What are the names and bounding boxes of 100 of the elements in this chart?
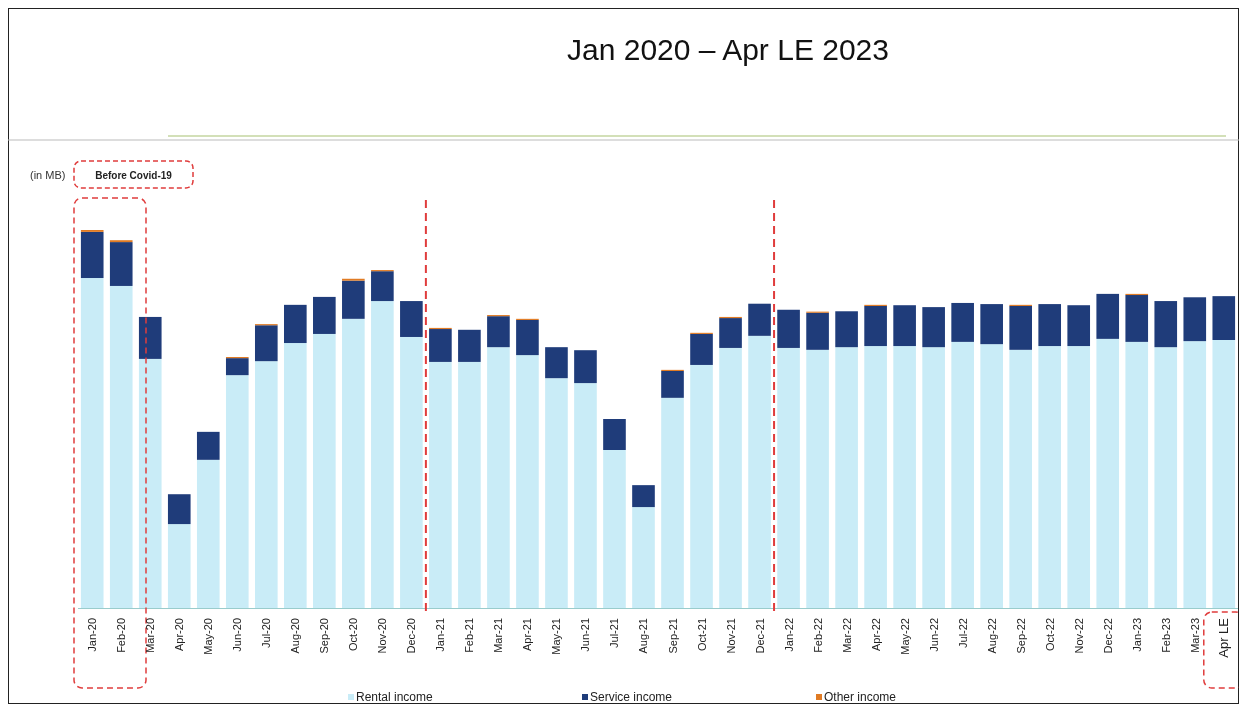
x-tick-label: Mar-21 xyxy=(492,618,505,653)
x-tick-label: Oct-20 xyxy=(347,618,360,652)
x-tick-label: Dec-20 xyxy=(405,618,418,654)
bar xyxy=(487,347,510,608)
bar xyxy=(777,309,800,348)
bar xyxy=(284,304,307,344)
bar xyxy=(545,378,568,608)
bar xyxy=(574,350,597,384)
x-tick-label: Feb-22 xyxy=(811,618,824,653)
x-tick-label: Nov-20 xyxy=(376,618,389,654)
bar xyxy=(225,375,249,608)
x-tick-label: Feb-20 xyxy=(115,618,128,653)
bar xyxy=(893,305,916,347)
bar xyxy=(80,278,104,608)
legend-label: Rental income xyxy=(356,690,434,704)
bar xyxy=(690,364,713,608)
bar xyxy=(429,361,452,608)
x-tick-label: Aug-21 xyxy=(637,618,650,654)
text: (in MB) xyxy=(30,169,66,181)
x-tick-label: May-22 xyxy=(898,618,911,655)
bar xyxy=(458,361,481,608)
bar xyxy=(632,485,655,508)
text: Before Covid-19 xyxy=(95,170,173,181)
x-tick-label: Feb-21 xyxy=(463,618,476,653)
bar xyxy=(777,347,800,608)
x-tick-label: Mar-20 xyxy=(144,618,157,653)
bar xyxy=(603,450,626,608)
x-tick-label: Jun-21 xyxy=(579,618,592,652)
chart-title: Jan 2020 – Apr LE 2023 xyxy=(567,33,889,66)
x-tick-label: Dec-22 xyxy=(1101,618,1114,654)
bar xyxy=(138,358,162,608)
bar xyxy=(313,333,336,608)
bar xyxy=(748,303,771,336)
bar xyxy=(254,361,278,608)
bar xyxy=(284,343,307,608)
bar xyxy=(835,311,858,348)
bar xyxy=(516,319,539,356)
x-tick-label: Jan-23 xyxy=(1130,618,1143,652)
bar xyxy=(313,296,336,334)
bar xyxy=(632,507,655,608)
x-tick-label: Apr LE xyxy=(1215,617,1231,658)
bar xyxy=(458,329,481,362)
bar xyxy=(196,459,220,608)
bar xyxy=(574,383,597,608)
bar xyxy=(1125,295,1149,342)
bar xyxy=(109,285,133,608)
x-tick-label: Apr-22 xyxy=(869,618,882,652)
x-tick-label: Jul-20 xyxy=(260,618,273,648)
bar xyxy=(516,355,539,608)
bar xyxy=(1154,347,1178,608)
x-tick-label: May-21 xyxy=(550,618,563,655)
x-tick-label: Jun-20 xyxy=(231,618,244,652)
x-tick-label: Mar-22 xyxy=(840,618,853,653)
bar xyxy=(690,333,713,365)
bar xyxy=(1038,304,1062,347)
bar xyxy=(1067,305,1091,347)
bar xyxy=(603,419,626,450)
x-tick-label: Feb-23 xyxy=(1159,618,1172,653)
bar xyxy=(1067,346,1091,608)
bar xyxy=(400,301,423,337)
bar xyxy=(1125,341,1149,608)
x-tick-label: Jan-21 xyxy=(434,618,447,652)
bar xyxy=(80,231,104,279)
bar xyxy=(1154,301,1178,348)
x-tick-label: Nov-21 xyxy=(724,618,737,654)
x-tick-label: Jun-22 xyxy=(927,618,940,652)
bar xyxy=(225,358,249,376)
bar xyxy=(980,344,1003,608)
bar xyxy=(254,325,278,362)
bar xyxy=(951,302,974,342)
legend-label: Other income xyxy=(824,690,897,704)
bar xyxy=(835,347,858,608)
x-tick-label: Oct-21 xyxy=(695,618,708,652)
bar xyxy=(806,349,829,608)
bar xyxy=(864,346,887,608)
bar xyxy=(922,307,945,348)
x-tick-label: Jan-20 xyxy=(86,618,99,652)
x-tick-label: Jul-21 xyxy=(608,618,621,648)
bar xyxy=(1212,296,1236,340)
bar xyxy=(1096,293,1120,339)
bar xyxy=(719,318,742,348)
x-tick-label: Sep-20 xyxy=(318,618,331,654)
bar xyxy=(371,271,394,302)
x-tick-label: Apr-21 xyxy=(521,618,534,652)
bar xyxy=(661,370,684,398)
bar xyxy=(748,335,771,608)
bar xyxy=(951,341,974,608)
bar xyxy=(167,524,191,608)
bar xyxy=(1038,346,1062,608)
bar xyxy=(487,316,510,348)
bar xyxy=(719,347,742,608)
x-tick-label: Oct-22 xyxy=(1043,618,1056,652)
bar xyxy=(167,494,191,525)
x-tick-label: Sep-21 xyxy=(666,618,679,654)
x-tick-label: Apr-20 xyxy=(173,618,186,652)
bar xyxy=(806,312,829,350)
x-tick-label: Jan-22 xyxy=(782,618,795,652)
bar xyxy=(342,318,365,608)
bar xyxy=(661,397,684,608)
legend-label: Service income xyxy=(590,690,673,704)
